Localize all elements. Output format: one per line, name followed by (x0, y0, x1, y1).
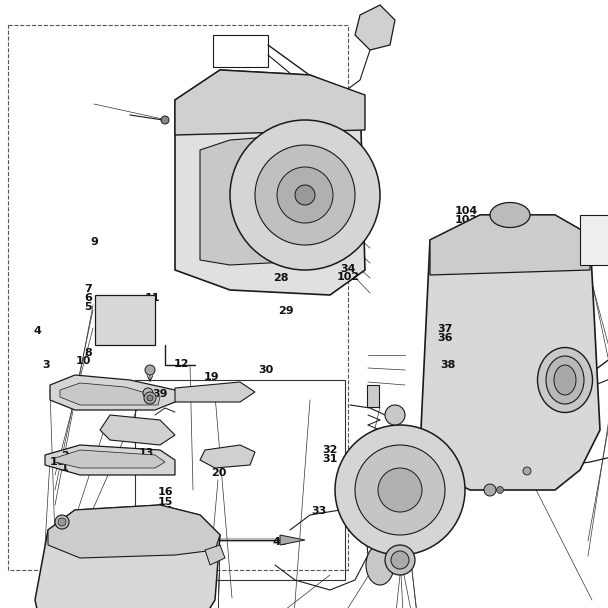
Text: 30: 30 (258, 365, 274, 375)
Bar (8, 25, 348, 570)
Polygon shape (420, 215, 600, 490)
Text: 20: 20 (212, 468, 227, 478)
Text: 22: 22 (277, 137, 292, 147)
Circle shape (484, 484, 496, 496)
Polygon shape (205, 545, 225, 565)
Text: 6: 6 (84, 293, 92, 303)
Text: 9: 9 (90, 237, 98, 247)
Circle shape (58, 518, 66, 526)
Polygon shape (35, 505, 220, 608)
Text: 27: 27 (303, 193, 318, 202)
Text: 4: 4 (33, 326, 41, 336)
Text: 40: 40 (272, 537, 288, 547)
Text: 26: 26 (303, 202, 319, 212)
Text: 32: 32 (322, 445, 337, 455)
Polygon shape (55, 450, 165, 468)
Polygon shape (100, 415, 175, 445)
Text: 34: 34 (340, 264, 356, 274)
Polygon shape (45, 445, 175, 475)
Text: 37: 37 (438, 324, 453, 334)
Ellipse shape (546, 356, 584, 404)
Polygon shape (60, 383, 160, 405)
Circle shape (355, 445, 445, 535)
Circle shape (385, 405, 405, 425)
Text: 7: 7 (84, 284, 92, 294)
Polygon shape (430, 215, 590, 275)
Ellipse shape (554, 365, 576, 395)
Text: 38: 38 (441, 360, 456, 370)
Text: 36: 36 (438, 333, 453, 343)
Ellipse shape (537, 348, 593, 412)
Polygon shape (280, 535, 305, 545)
Text: 29: 29 (278, 306, 294, 316)
Ellipse shape (490, 202, 530, 227)
Ellipse shape (366, 545, 394, 585)
Text: 102: 102 (336, 272, 359, 282)
Text: 11: 11 (145, 293, 160, 303)
Text: 1: 1 (61, 463, 69, 473)
Text: 104: 104 (455, 206, 478, 216)
Polygon shape (355, 5, 395, 50)
Polygon shape (200, 445, 255, 468)
Text: 2: 2 (61, 451, 69, 461)
Circle shape (147, 395, 153, 401)
Bar (213, 35, 268, 67)
Bar (580, 215, 608, 265)
Text: 15: 15 (158, 497, 173, 506)
Text: 21: 21 (277, 146, 292, 156)
Text: 39: 39 (152, 389, 167, 399)
Bar (95, 295, 155, 345)
Text: 18: 18 (219, 115, 234, 125)
Text: 103: 103 (455, 215, 478, 225)
Circle shape (295, 185, 315, 205)
Text: 101: 101 (50, 457, 73, 467)
Text: 28: 28 (274, 274, 289, 283)
Text: 41: 41 (198, 117, 213, 126)
Bar (364, 495, 384, 525)
Circle shape (55, 515, 69, 529)
Circle shape (161, 116, 169, 124)
Circle shape (497, 486, 503, 494)
Polygon shape (200, 135, 325, 265)
Circle shape (144, 392, 156, 404)
Bar (367, 385, 379, 407)
Bar (135, 380, 345, 580)
Text: 31: 31 (322, 454, 337, 464)
Polygon shape (50, 375, 180, 410)
Polygon shape (175, 70, 365, 295)
Text: 3: 3 (43, 360, 50, 370)
Polygon shape (175, 382, 255, 402)
Text: 13: 13 (139, 448, 154, 458)
Circle shape (143, 388, 153, 398)
Circle shape (255, 145, 355, 245)
Text: 33: 33 (311, 506, 326, 516)
Polygon shape (48, 505, 220, 558)
Text: 10: 10 (76, 356, 91, 365)
Text: 17: 17 (219, 124, 234, 134)
Circle shape (523, 467, 531, 475)
Circle shape (391, 551, 409, 569)
Circle shape (230, 120, 380, 270)
Text: 25: 25 (303, 211, 318, 221)
Text: 19: 19 (204, 372, 219, 382)
Circle shape (378, 468, 422, 512)
Text: 23: 23 (277, 128, 292, 137)
Text: 16: 16 (158, 488, 174, 497)
Polygon shape (175, 70, 365, 135)
Circle shape (385, 545, 415, 575)
Text: 8: 8 (84, 348, 92, 358)
Circle shape (277, 167, 333, 223)
Text: 12: 12 (173, 359, 188, 368)
Circle shape (335, 425, 465, 555)
Text: 5: 5 (84, 302, 92, 312)
Text: 24: 24 (277, 119, 292, 128)
Circle shape (145, 365, 155, 375)
Text: 35: 35 (337, 492, 353, 502)
Text: 14: 14 (158, 506, 174, 516)
